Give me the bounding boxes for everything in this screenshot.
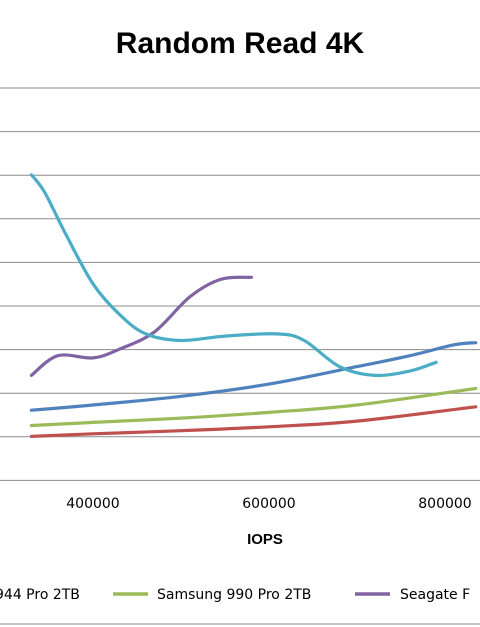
legend: 944 Pro 2TB Samsung 990 Pro 2TB Seagate F (0, 587, 470, 603)
x-axis-title: IOPS (247, 531, 283, 548)
series-line-3 (29, 341, 478, 412)
x-tick-label: 600000 (242, 496, 295, 512)
x-axis-ticks: 400000 600000 800000 (66, 496, 471, 512)
x-tick-label: 800000 (418, 496, 471, 512)
legend-label: 944 Pro 2TB (0, 587, 80, 603)
legend-label: Seagate F (400, 587, 470, 603)
gridlines (0, 87, 480, 481)
series-line-4 (29, 405, 478, 438)
plot-area (29, 173, 478, 438)
series-line-1 (29, 386, 478, 428)
x-tick-label: 400000 (66, 496, 119, 512)
legend-label: Samsung 990 Pro 2TB (157, 587, 311, 603)
series-line-2 (29, 275, 253, 377)
series-line-0 (29, 173, 438, 378)
chart-title: Random Read 4K (116, 27, 365, 60)
